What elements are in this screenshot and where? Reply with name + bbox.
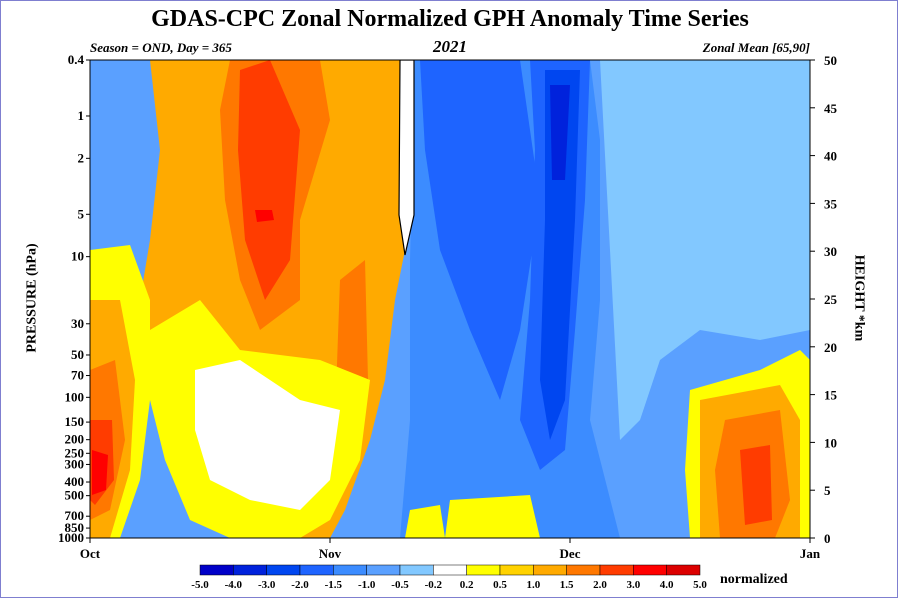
y-tick-left-label: 250 — [65, 445, 85, 460]
subtitle-zonal-mean: Zonal Mean [65,90] — [702, 40, 810, 55]
warm-region-oct-max — [238, 60, 300, 300]
contour-field — [90, 60, 810, 538]
y-tick-right-label: 45 — [824, 101, 838, 116]
x-tick-label: Jan — [800, 546, 821, 561]
y-tick-left-label: 1000 — [58, 530, 84, 545]
colorbar-swatch — [399, 564, 434, 576]
colorbar-level-label: -4.0 — [225, 579, 243, 591]
colorbar-level-label: 5.0 — [693, 579, 707, 591]
data-gap — [398, 60, 415, 256]
x-tick-label: Oct — [80, 546, 101, 561]
y-tick-left-label: 10 — [71, 249, 84, 264]
warm-region-oct-peak — [255, 210, 274, 222]
colorbar-level-label: -3.0 — [258, 579, 276, 591]
colorbar-level-label: -0.2 — [425, 579, 443, 591]
y-tick-right-label: 5 — [824, 483, 831, 498]
y-tick-left-label: 500 — [65, 488, 85, 503]
y-tick-left-label: 100 — [65, 389, 85, 404]
y-tick-left-label: 30 — [71, 316, 84, 331]
colorbar-level-label: -0.5 — [391, 579, 409, 591]
y-tick-left-label: 1 — [78, 108, 85, 123]
colorbar-swatch — [599, 564, 634, 576]
y-tick-left-label: 70 — [71, 368, 84, 383]
y-tick-left-label: 150 — [65, 414, 85, 429]
colorbar-swatch — [566, 564, 601, 576]
subtitle-year: 2021 — [433, 37, 467, 56]
y-tick-left-label: 400 — [65, 474, 85, 489]
colorbar-level-label: -2.0 — [291, 579, 309, 591]
colorbar-unit: normalized — [720, 572, 788, 587]
y-tick-left-label: 200 — [65, 432, 85, 447]
y-tick-right-label: 15 — [824, 388, 838, 403]
colorbar-level-label: 3.0 — [626, 579, 640, 591]
colorbar-swatch — [633, 564, 667, 576]
colorbar-swatch — [533, 564, 567, 576]
colorbar-swatch — [433, 564, 467, 576]
colorbar-level-label: 1.0 — [526, 579, 540, 591]
y-tick-right-label: 30 — [824, 244, 837, 259]
subtitle-season: Season = OND, Day = 365 — [90, 40, 232, 55]
cold-region-late-dec — [600, 60, 810, 440]
y-tick-left-label: 2 — [78, 150, 85, 165]
colorbar-level-label: 0.2 — [460, 579, 474, 591]
colorbar-swatch — [499, 564, 534, 576]
colorbar-swatch — [466, 564, 501, 576]
colorbar-swatch — [666, 564, 701, 576]
y-tick-left-label: 700 — [65, 508, 85, 523]
y-tick-left-label: 50 — [71, 347, 84, 362]
chart-title: GDAS-CPC Zonal Normalized GPH Anomaly Ti… — [151, 6, 749, 32]
colorbar-level-label: 1.5 — [560, 579, 574, 591]
cold-region-dec-core — [420, 60, 540, 400]
x-tick-label: Nov — [319, 546, 342, 561]
cold-region-dec-peak — [550, 85, 570, 180]
colorbar-level-label: -1.0 — [358, 579, 376, 591]
colorbar-swatch — [333, 564, 367, 576]
colorbar-level-label: 4.0 — [660, 579, 674, 591]
y-tick-right-label: 50 — [824, 53, 837, 68]
warm-blob-surface-2 — [405, 505, 445, 538]
warm-blob-surface — [445, 495, 540, 538]
y-tick-right-label: 35 — [824, 196, 838, 211]
neutral-region — [195, 360, 340, 510]
y-tick-right-label: 20 — [824, 340, 837, 355]
colorbar: -5.0 -4.0 -3.0 -2.0 -1.5 -1.0 -0.5 -0.2 0.2 0.5 1.… — [191, 564, 707, 591]
colorbar-swatch — [266, 564, 301, 576]
colorbar-level-label: -1.5 — [325, 579, 343, 591]
colorbar-level-label: 2.0 — [593, 579, 607, 591]
colorbar-swatch — [233, 564, 267, 576]
y-tick-right-label: 25 — [824, 292, 838, 307]
colorbar-swatch — [366, 564, 401, 576]
warm-region-left-edge-5 — [92, 450, 108, 495]
colorbar-swatch — [299, 564, 334, 576]
y-tick-right-label: 10 — [824, 435, 837, 450]
warm-region-late-dec-4 — [740, 445, 772, 525]
colorbar-level-label: -5.0 — [191, 579, 209, 591]
y-tick-left-label: 5 — [78, 206, 85, 221]
y-tick-left-label: 850 — [65, 520, 85, 535]
y-tick-right-label: 40 — [824, 149, 837, 164]
y-tick-right-label: 0 — [824, 531, 831, 546]
y-tick-left-label: 0.4 — [68, 52, 85, 67]
colorbar-swatch — [199, 564, 234, 576]
x-ticks: Oct Nov Dec Jan — [80, 538, 821, 561]
colorbar-level-label: 0.5 — [493, 579, 507, 591]
y-tick-left-label: 300 — [65, 456, 85, 471]
cold-region-dec-max — [540, 70, 580, 440]
x-tick-label: Dec — [560, 546, 581, 561]
